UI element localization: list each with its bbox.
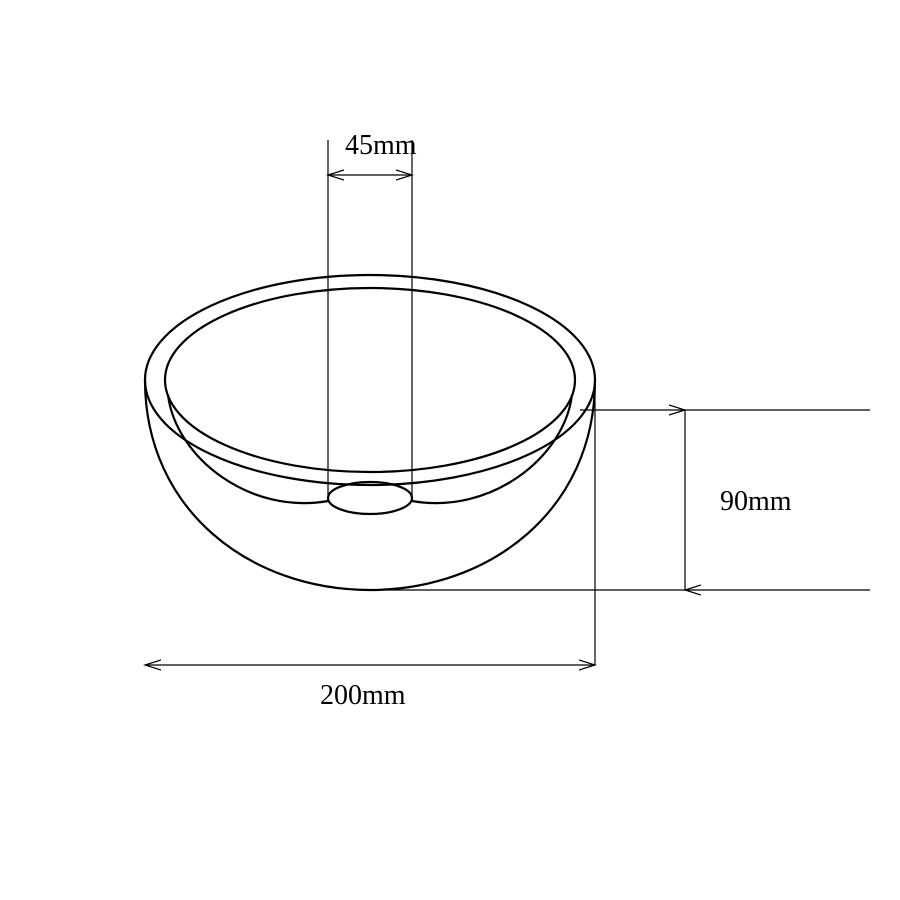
drawing-svg <box>0 0 900 900</box>
bowl-inner-profile-right <box>412 395 572 503</box>
bowl-shape <box>145 275 595 590</box>
dim-label-45mm: 45mm <box>345 130 417 162</box>
dim-label-90mm: 90mm <box>720 486 792 518</box>
dim-label-200mm: 200mm <box>320 680 406 712</box>
bowl-inner-profile-left <box>168 395 328 503</box>
bowl-outer-rim <box>145 275 595 485</box>
bowl-drain-hole <box>328 482 412 514</box>
dimension-lines <box>145 175 685 665</box>
bowl-inner-rim <box>165 288 575 472</box>
technical-drawing-canvas: 45mm 90mm 200mm <box>0 0 900 900</box>
